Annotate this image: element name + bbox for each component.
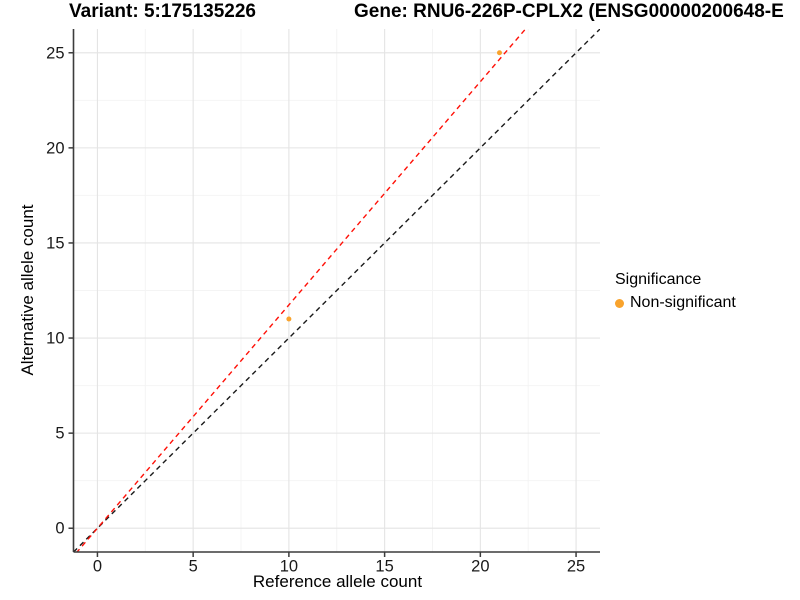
axis-lines: [72, 29, 600, 553]
y-tick-label: 20: [46, 139, 64, 157]
plot-title-gene: Gene: RNU6-226P-CPLX2 (ENSG00000200648-E: [354, 1, 784, 22]
identity-line: [73, 29, 600, 552]
y-tick-label: 5: [55, 425, 64, 443]
y-tick-label: 15: [46, 234, 64, 252]
x-tick-label: 20: [471, 558, 489, 576]
tick-marks: [68, 52, 577, 557]
grid-major: [73, 29, 600, 552]
data-point: [496, 50, 502, 56]
y-axis-title: Alternative allele count: [18, 204, 37, 376]
x-tick-labels: 0 5 10 15 20 25: [93, 558, 585, 576]
x-tick-label: 10: [280, 558, 298, 576]
legend-title: Significance: [615, 271, 702, 288]
data-point: [286, 316, 292, 322]
y-tick-label: 0: [55, 520, 64, 538]
x-tick-label: 0: [93, 558, 102, 576]
legend-item-label: Non-significant: [630, 294, 736, 311]
legend: Significance Non-significant: [615, 271, 736, 312]
x-tick-label: 15: [375, 558, 393, 576]
x-axis-title: Reference allele count: [252, 572, 423, 591]
legend-item: Non-significant: [615, 294, 736, 312]
y-tick-labels: 0 5 10 15 20 25: [46, 44, 64, 537]
plot-title-variant: Variant: 5:175135226: [69, 1, 256, 22]
fit-line: [76, 29, 527, 552]
y-tick-label: 10: [46, 330, 64, 348]
series-non-significant: [286, 50, 502, 322]
legend-point-swatch-icon: [615, 298, 624, 308]
grid-minor: [73, 29, 600, 552]
x-tick-label: 25: [567, 558, 585, 576]
y-tick-label: 25: [46, 44, 64, 62]
x-tick-label: 5: [189, 558, 198, 576]
